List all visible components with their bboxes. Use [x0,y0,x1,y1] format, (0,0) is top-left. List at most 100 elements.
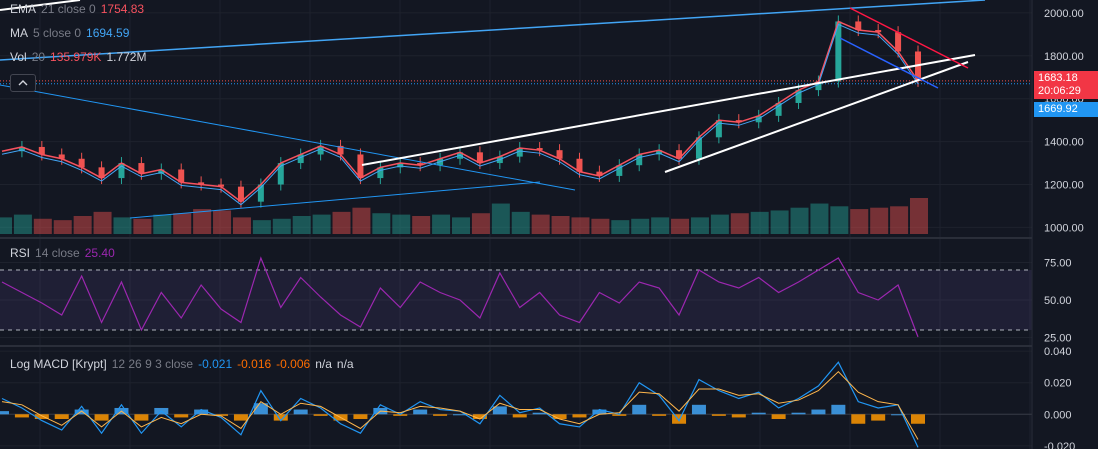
volume-bar [850,209,869,234]
collapse-legend-button[interactable] [10,74,36,92]
legend-vol-value2: 1.772M [106,50,147,64]
legend-ma-label: MA [10,26,28,40]
volume-bar [372,213,391,234]
volume-bar [213,210,232,234]
legend-macd-na1: n/a [315,357,332,371]
volume-bar [193,209,212,234]
candle-body [417,163,424,166]
volume-bar [910,198,928,234]
trendline-channel-high [849,7,969,69]
volume-bar [113,217,132,234]
macd-histogram-bar [672,414,687,424]
y-tick-label: 0.020 [1044,378,1072,390]
macd-histogram-bar [552,414,567,420]
candle-body [715,120,722,138]
legend-rsi[interactable]: RSI 14 close 25.40 [10,246,115,260]
y-tick-label: 1800.00 [1044,51,1084,63]
y-tick-label: 0.040 [1044,346,1072,358]
candle-body [317,145,324,155]
macd-histogram-bar [293,409,308,415]
legend-ma-value: 1694.59 [86,26,130,40]
legend-ma[interactable]: MA 5 close 0 1694.59 [10,26,129,40]
legend-macd-v3: -0.006 [276,357,311,371]
volume-bar [571,217,590,234]
candle-body [138,163,145,174]
macd-histogram-bar [751,412,766,415]
volume-bar [690,217,709,234]
macd-histogram-bar [691,404,706,415]
candle-body [218,184,225,187]
volume-bar [611,220,630,234]
macd-histogram-bar [194,409,209,415]
volume-bar [0,217,12,234]
macd-histogram-bar [532,412,547,415]
candle-body [576,158,583,172]
legend-vol-value1: 135.979K [50,50,102,64]
candle-body [397,163,404,168]
macd-histogram-bar [453,414,467,416]
candle-body [775,102,782,116]
macd-histogram-bar [253,403,268,415]
volume-bar [890,206,909,234]
macd-histogram-bar [831,404,846,415]
legend-vol[interactable]: Vol 20 135.979K 1.772M [10,50,146,64]
macd-histogram-bar [313,414,328,416]
volume-bar [651,217,670,234]
trendline-white-lower [664,61,969,173]
volume-bar [830,206,849,234]
macd-histogram-bar [612,414,627,416]
macd-histogram-bar [572,414,587,418]
legend-ma-params: 5 close 0 [33,26,82,40]
candle-body [58,154,65,159]
candle-body [516,148,523,157]
volume-bar [352,207,371,234]
trendline-blue-top [0,0,986,61]
volume-bar [33,218,52,234]
volume-bar [252,220,271,234]
volume-bar [452,217,470,234]
macd-histogram-bar [134,414,149,421]
volume-bar [392,214,411,234]
current-price: 1683.18 [1038,72,1078,84]
volume-bar [551,216,570,234]
legend-macd[interactable]: Log MACD [Krypt] 12 26 9 3 close -0.021 … [10,357,354,371]
volume-bar [790,207,809,234]
candle-body [297,154,304,164]
candle-body [476,152,483,164]
trendline-channel-low [839,37,939,89]
macd-histogram-bar [851,414,866,424]
volume-bar [292,216,311,234]
volume-bar [173,213,192,234]
candle-body [636,154,643,166]
candle-body [875,30,882,33]
legend-macd-label: Log MACD [Krypt] [10,357,107,371]
y-tick-label: 2000.00 [1044,8,1084,20]
macd-histogram-bar [771,414,786,420]
volume-bar [232,217,251,234]
candle-body [616,165,623,176]
macd-histogram-bar [214,414,229,416]
legend-ema-params: 21 close 0 [41,2,96,16]
rsi-line [1,256,919,338]
candle-body [277,163,284,185]
y-tick-label: 75.00 [1044,258,1072,270]
macd-histogram-bar [54,414,69,420]
volume-bar [750,211,769,234]
trendline-white-corner [0,0,81,11]
bar-countdown: 20:06:29 [1038,85,1081,97]
candle-body [835,21,842,82]
volume-bar [13,214,32,234]
volume-bar [133,218,152,234]
volume-bar [432,214,451,234]
ema-line [1,20,919,203]
macd-histogram-bar [731,414,746,418]
macd-histogram-bar [353,414,368,420]
macd-histogram-bar [433,414,448,416]
macd-histogram-bar [472,414,487,420]
ma-line [1,23,919,206]
legend-ema[interactable]: EMA 21 close 0 1754.83 [10,2,144,16]
y-tick-label: 0.000 [1044,409,1072,421]
y-tick-label: 25.00 [1044,333,1072,345]
volume-bar [471,213,490,234]
